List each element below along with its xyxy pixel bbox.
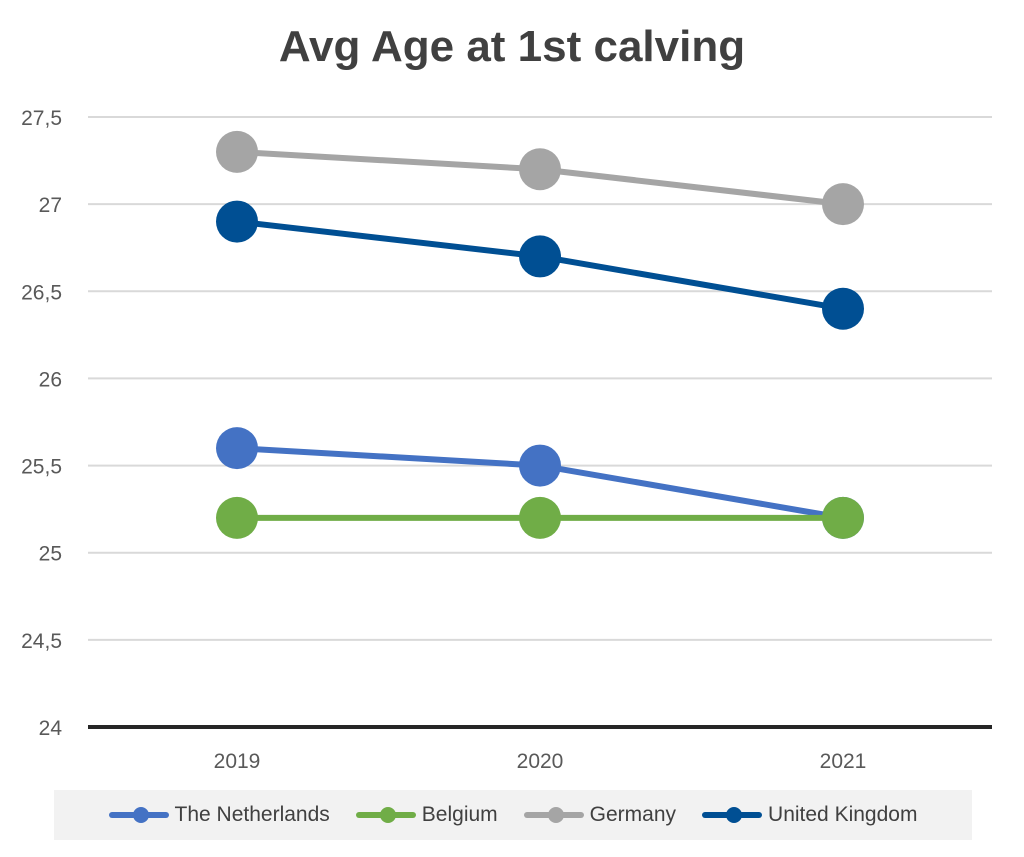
series-lines <box>216 130 864 539</box>
series-united-kingdom <box>216 200 864 330</box>
legend-item: United Kingdom <box>702 803 917 827</box>
data-point <box>216 427 258 470</box>
data-point <box>519 235 561 278</box>
legend-label: The Netherlands <box>174 803 330 826</box>
line-chart: 24 24,5 25 25,5 26 26,5 27 27,5 2019 2020 2021 <box>21 107 992 773</box>
legend-label: United Kingdom <box>768 803 918 826</box>
legend-label: Belgium <box>421 803 498 826</box>
legend-item: Germany <box>523 803 677 827</box>
y-tick-label: 26 <box>39 368 62 391</box>
y-tick-label: 27 <box>39 194 62 217</box>
y-tick-label: 24,5 <box>21 630 62 653</box>
legend-swatch <box>523 807 584 823</box>
series-germany <box>216 130 864 226</box>
data-point <box>216 496 258 539</box>
legend-label: Germany <box>589 803 677 826</box>
y-tick-label: 24 <box>39 717 63 740</box>
data-point <box>822 496 864 539</box>
legend-swatch <box>108 807 169 823</box>
legend: The Netherlands Belgium Germany United King… <box>54 790 972 840</box>
y-tick-label: 25,5 <box>21 456 62 479</box>
data-point <box>216 130 258 173</box>
y-tick-label: 26,5 <box>21 281 62 304</box>
legend-swatch <box>355 807 416 823</box>
data-point <box>519 444 561 487</box>
legend-item: The Netherlands <box>108 803 330 827</box>
data-point <box>519 496 561 539</box>
data-point <box>822 183 864 226</box>
x-tick-label: 2020 <box>517 750 564 773</box>
legend-item: Belgium <box>355 803 498 827</box>
data-point <box>519 148 561 191</box>
y-tick-label: 27,5 <box>21 107 62 130</box>
chart-title: Avg Age at 1st calving <box>278 22 746 71</box>
legend-swatch <box>702 807 763 823</box>
x-tick-label: 2019 <box>214 750 261 773</box>
tick-labels: 24 24,5 25 25,5 26 26,5 27 27,5 2019 2020 2021 <box>21 107 866 773</box>
series-belgium <box>216 496 864 539</box>
y-tick-label: 25 <box>39 543 62 566</box>
data-point <box>216 200 258 243</box>
data-point <box>822 287 864 330</box>
x-tick-label: 2021 <box>820 750 867 773</box>
